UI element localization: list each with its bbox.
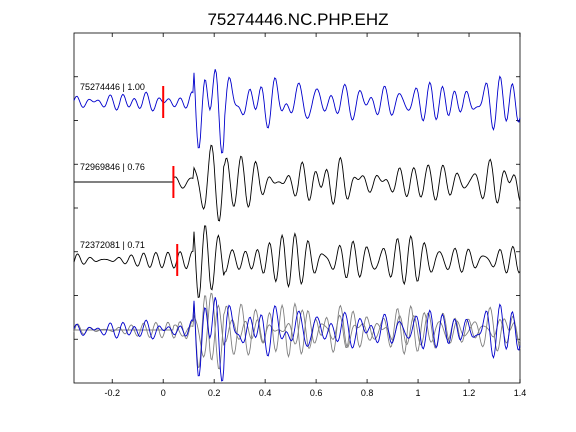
trace-label: 75274446 | 1.00 (80, 82, 145, 92)
x-tick-label: 1 (416, 388, 421, 398)
overlay-traces (73, 292, 521, 382)
x-tick-label: 0.6 (310, 388, 323, 398)
x-axis: -0.2 0 0.2 0.4 0.6 0.8 1 1.2 1.4 (104, 33, 526, 398)
overlay-trace-line (74, 292, 521, 370)
traces-group (73, 69, 521, 299)
x-tick-label: 1.2 (463, 388, 476, 398)
trace-line (73, 69, 521, 154)
trace-line (74, 144, 521, 222)
overlay-trace-line (73, 297, 521, 382)
x-tick-label: 0 (161, 388, 166, 398)
trace-labels: 75274446 | 1.00 72969846 | 0.76 72372081 |… (80, 82, 145, 250)
x-tick-label: 0.8 (361, 388, 374, 398)
trace-line (73, 225, 521, 299)
x-tick-label: 0.4 (259, 388, 272, 398)
trace-label: 72372081 | 0.71 (80, 240, 145, 250)
trace-label: 72969846 | 0.76 (80, 162, 145, 172)
y-axis-ticks (74, 76, 520, 340)
x-tick-label: 1.4 (514, 388, 527, 398)
x-tick-label: 0.2 (208, 388, 221, 398)
x-tick-label: -0.2 (104, 388, 120, 398)
pick-markers (162, 86, 179, 276)
chart-title: 75274446.NC.PHP.EHZ (207, 10, 388, 29)
